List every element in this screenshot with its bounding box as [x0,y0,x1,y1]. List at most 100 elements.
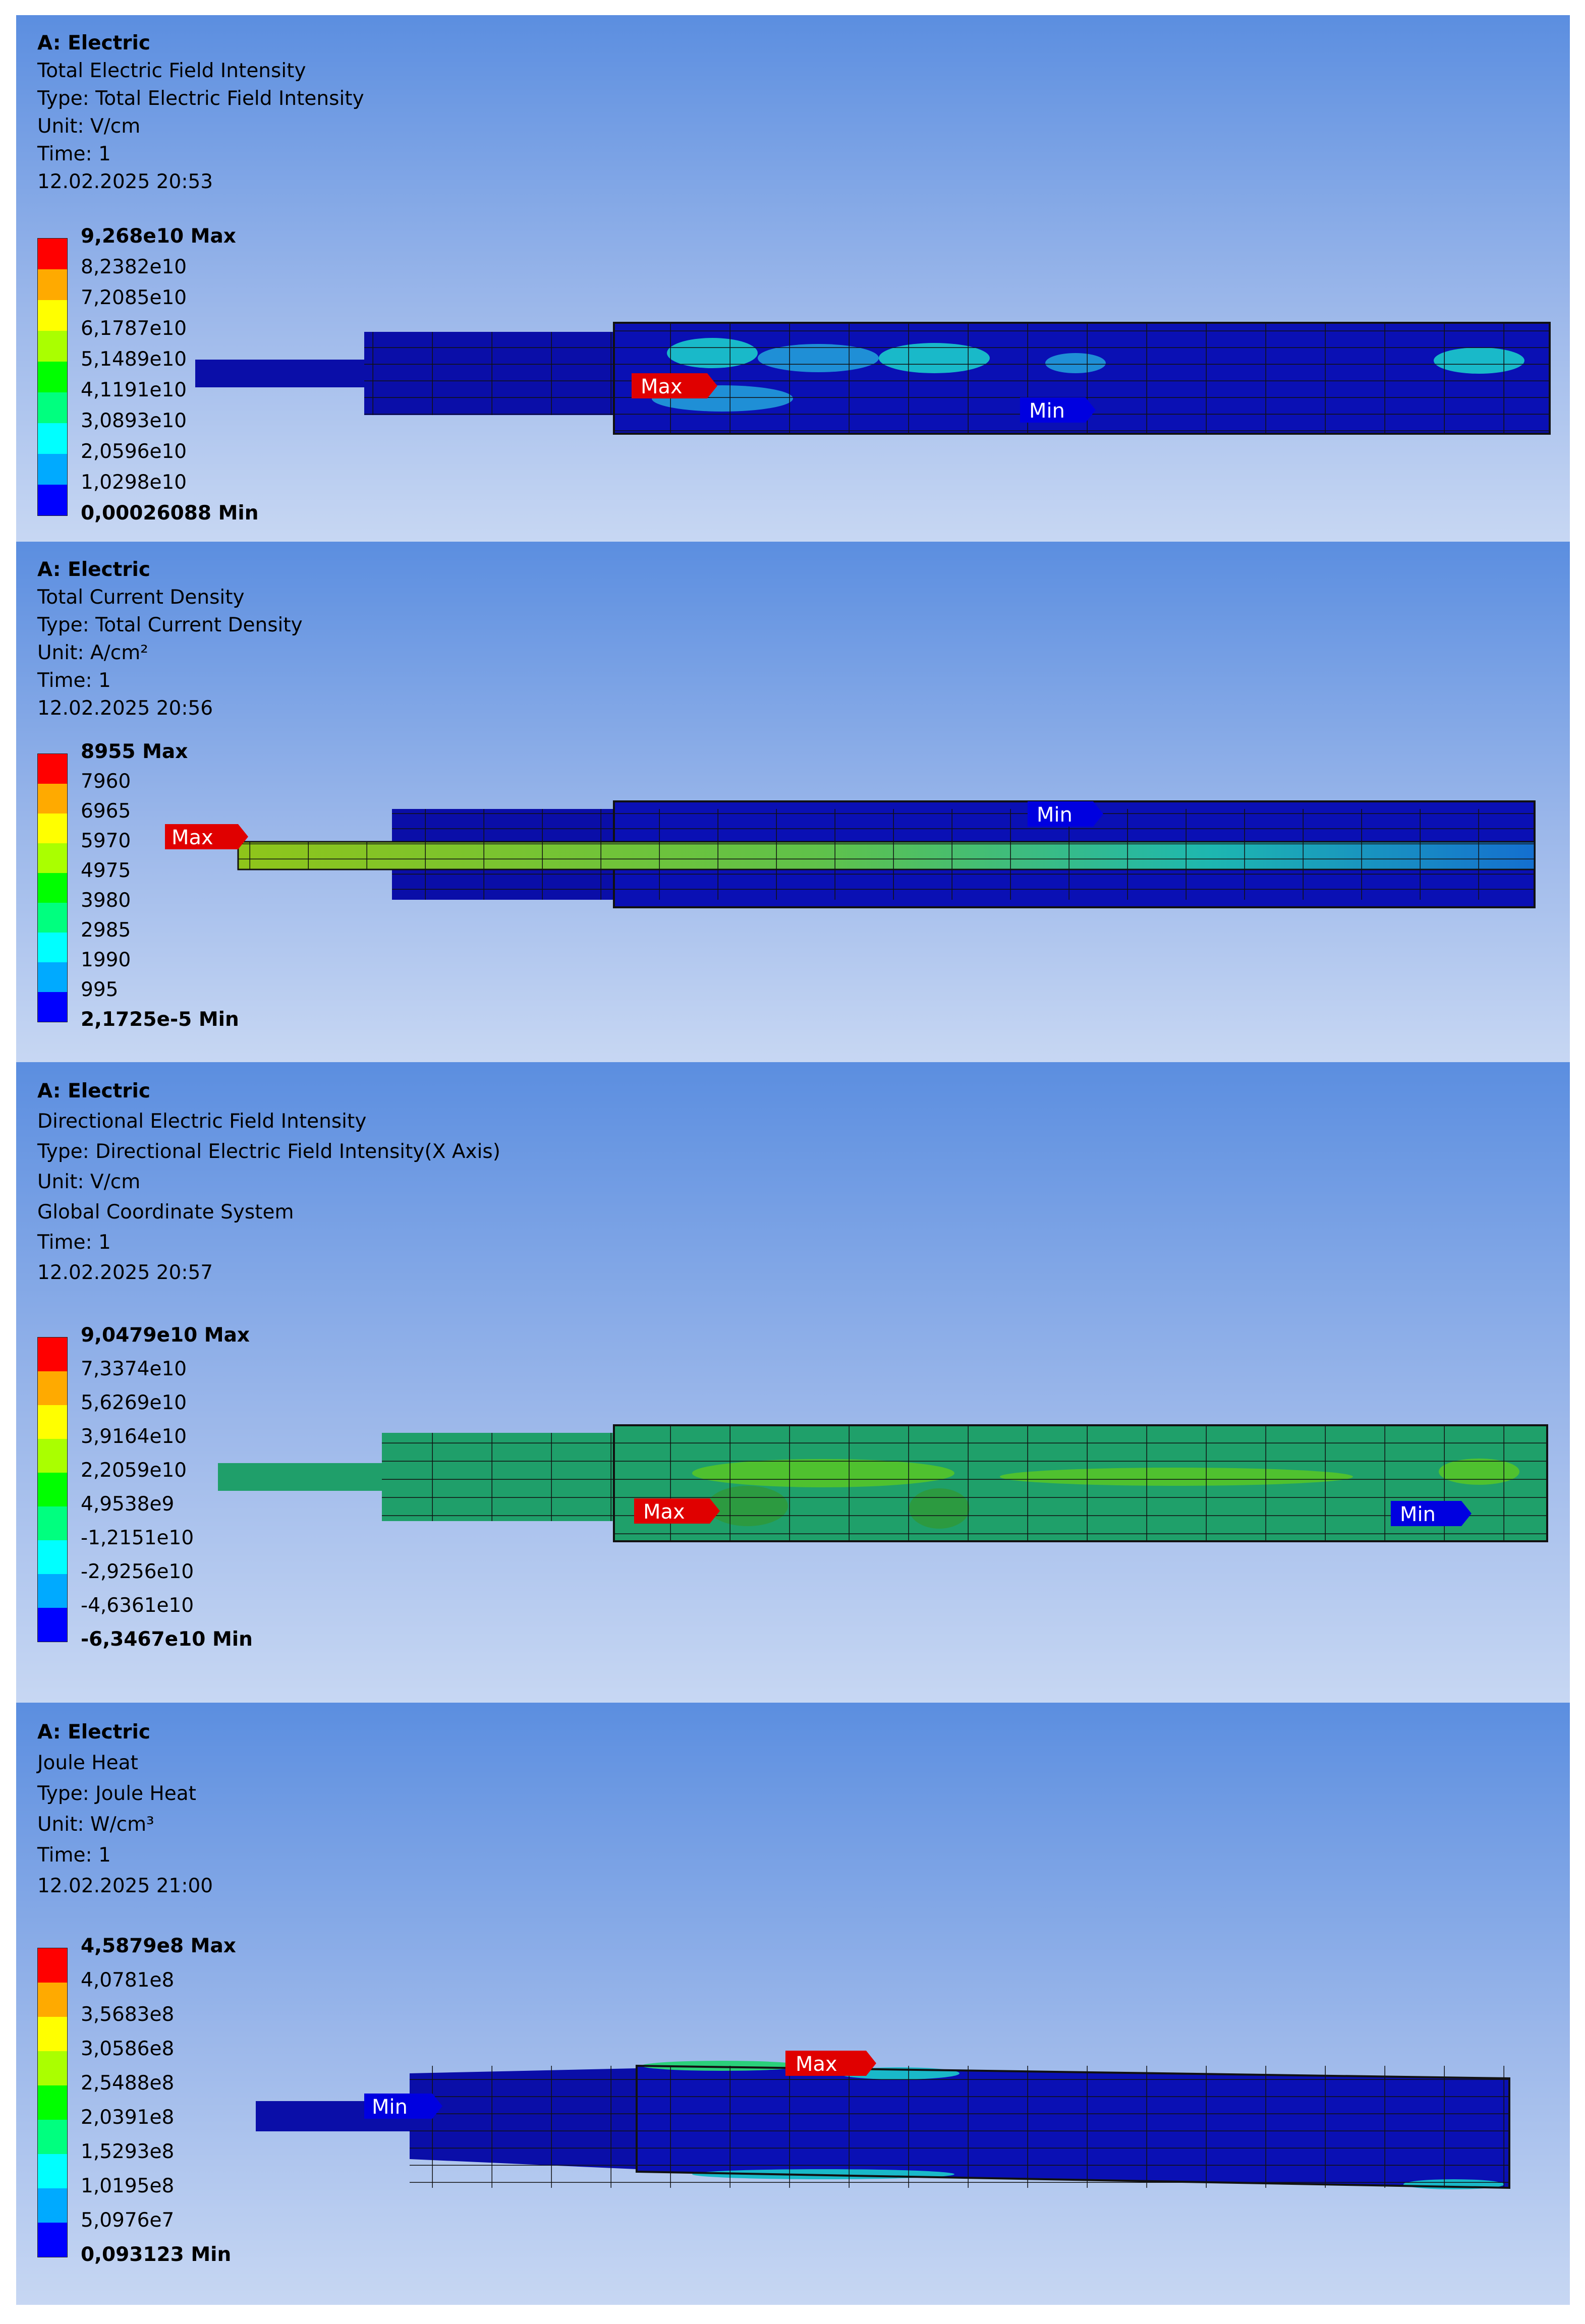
min-probe-label: Min [372,2096,408,2119]
mesh-model-total-current-density: Max Min [165,800,1536,908]
legend-value-label: 5970 [81,830,131,852]
legend-value-label: 5,0976e7 [81,2209,175,2232]
max-probe-marker: Max [165,824,248,849]
legend-band-2 [38,1983,67,2017]
mesh-model-joule-heat: Max Min [256,2051,1510,2189]
legend-band-4 [38,2051,67,2085]
result-info: A: Electric Total Current Density Type: … [37,556,303,722]
legend-band-2 [38,269,67,300]
result-type: Type: Joule Heat [37,1782,196,1805]
result-time: Time: 1 [37,669,111,692]
legend-value-label: 2,2059e10 [81,1459,187,1482]
legend-value-label: 2985 [81,919,131,942]
result-unit: Unit: W/cm³ [37,1813,154,1836]
analysis-title: A: Electric [37,32,151,54]
min-probe-label: Min [1029,399,1065,423]
max-probe-marker: Max [785,2051,876,2076]
result-panel-total-electric-field: Max Min A: Electric Total Electric Field… [16,15,1570,542]
legend-band-2 [38,1371,67,1405]
legend-band-3 [38,1405,67,1439]
legend-band-6 [38,903,67,933]
max-probe-marker: Max [632,373,717,398]
legend-value-label: 4,9538e9 [81,1493,175,1516]
legend-max-label: 9,0479e10 Max [81,1324,250,1347]
legend-band-6 [38,1506,67,1540]
result-unit: Unit: V/cm [37,115,141,138]
result-date: 12.02.2025 21:00 [37,1875,213,1897]
legend-value-label: -1,2151e10 [81,1527,194,1549]
max-probe-label: Max [643,1500,685,1524]
analysis-title: A: Electric [37,1080,151,1102]
legend-value-label: 3,5683e8 [81,2003,175,2026]
mesh-model-directional-electric-field: Max Min [218,1424,1548,1542]
result-unit: Unit: V/cm [37,1171,141,1193]
legend-band-5 [38,873,67,903]
legend-value-label: 4975 [81,859,131,882]
legend-band-7 [38,1540,67,1574]
legend-value-label: -2,9256e10 [81,1560,194,1583]
result-time: Time: 1 [37,143,111,165]
legend-value-label: 6,1787e10 [81,317,187,340]
legend-value-label: 1990 [81,949,131,971]
legend-value-label: 5,1489e10 [81,348,187,371]
coordinate-system: Global Coordinate System [37,1201,294,1224]
legend-min-label: 0,00026088 Min [81,502,259,525]
legend-value-label: 2,0391e8 [81,2106,175,2129]
legend-band-7 [38,2154,67,2188]
legend-band-4 [38,843,67,873]
legend-color-bar [37,753,68,1022]
result-panel-joule-heat: Max Min A: Electric Joule Heat Type: Jou… [16,1703,1570,2305]
result-type: Type: Total Current Density [37,614,303,636]
legend-band-3 [38,814,67,843]
legend-value-label: 2,0596e10 [81,440,187,463]
result-time: Time: 1 [37,1231,111,1254]
legend-value-label: 7960 [81,770,131,793]
legend-max-label: 8955 Max [81,740,188,763]
legend-value-label: 3,9164e10 [81,1425,187,1448]
result-type: Type: Total Electric Field Intensity [37,87,364,110]
legend-band-1 [38,1338,67,1371]
legend-band-9 [38,2223,67,2257]
legend-value-label: 1,5293e8 [81,2140,175,2163]
legend-band-1 [38,1948,67,1983]
result-info: A: Electric Joule Heat Type: Joule Heat … [37,1717,213,1901]
legend-band-9 [38,485,67,515]
legend-band-4 [38,331,67,362]
legend-band-8 [38,454,67,485]
result-name: Directional Electric Field Intensity [37,1110,367,1133]
legend-value-label: 1,0195e8 [81,2175,175,2197]
legend-band-6 [38,2120,67,2154]
legend-band-6 [38,392,67,423]
min-probe-marker: Min [1391,1501,1471,1526]
min-probe-marker: Min [1020,397,1096,423]
legend-min-label: -6,3467e10 Min [81,1628,253,1651]
result-name: Total Electric Field Intensity [37,60,306,82]
legend-band-5 [38,2085,67,2120]
result-name: Total Current Density [37,586,245,609]
legend-value-label: 1,0298e10 [81,471,187,494]
legend-color-bar [37,238,68,516]
legend-value-label: 995 [81,978,119,1001]
legend-band-1 [38,754,67,784]
legend-band-8 [38,2188,67,2223]
max-probe-label: Max [641,375,683,398]
legend-value-label: 8,2382e10 [81,256,187,278]
legend-min-label: 2,1725e-5 Min [81,1008,239,1031]
max-probe-marker: Max [634,1498,720,1524]
legend-color-bar [37,1337,68,1642]
result-date: 12.02.2025 20:57 [37,1261,213,1284]
result-date: 12.02.2025 20:53 [37,170,213,193]
legend-band-7 [38,423,67,454]
result-info: A: Electric Total Electric Field Intensi… [37,29,364,196]
legend-band-3 [38,2017,67,2051]
legend-band-3 [38,300,67,331]
analysis-title: A: Electric [37,1721,151,1744]
legend-value-label: 4,1191e10 [81,379,187,401]
legend-band-4 [38,1439,67,1473]
legend-band-8 [38,962,67,992]
legend-band-2 [38,784,67,814]
legend-band-1 [38,239,67,269]
legend-min-label: 0,093123 Min [81,2243,232,2266]
max-probe-label: Max [172,826,213,849]
legend-value-label: 3,0586e8 [81,2038,175,2060]
